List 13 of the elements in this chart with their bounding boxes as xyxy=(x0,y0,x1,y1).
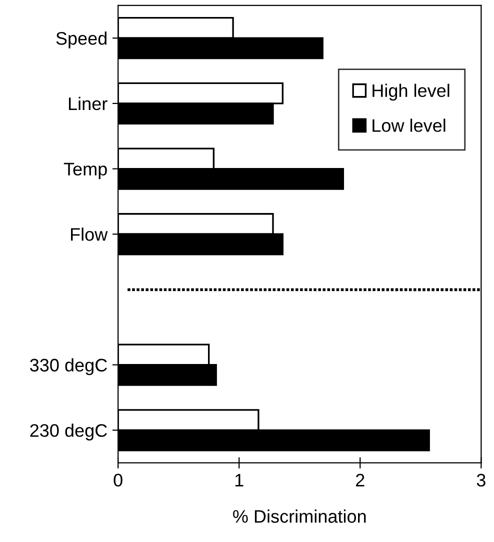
y-tick-label: 330 degC xyxy=(30,358,107,376)
y-tick-label: Liner xyxy=(68,96,108,110)
x-tick-label: 1 xyxy=(235,474,244,486)
y-tick-label: Flow xyxy=(71,228,108,241)
x-tick-label: 0 xyxy=(114,474,122,487)
y-tick-label: 230 degC xyxy=(30,424,107,440)
legend-label: High level xyxy=(372,84,450,101)
y-tick-label: Speed xyxy=(56,32,106,48)
x-tick-label: 3 xyxy=(476,474,486,487)
x-axis-title: % Discrimination xyxy=(233,510,366,523)
x-tick-label: 2 xyxy=(356,474,364,486)
legend-label: Low level xyxy=(372,118,446,132)
y-tick-label: Temp xyxy=(64,162,107,180)
